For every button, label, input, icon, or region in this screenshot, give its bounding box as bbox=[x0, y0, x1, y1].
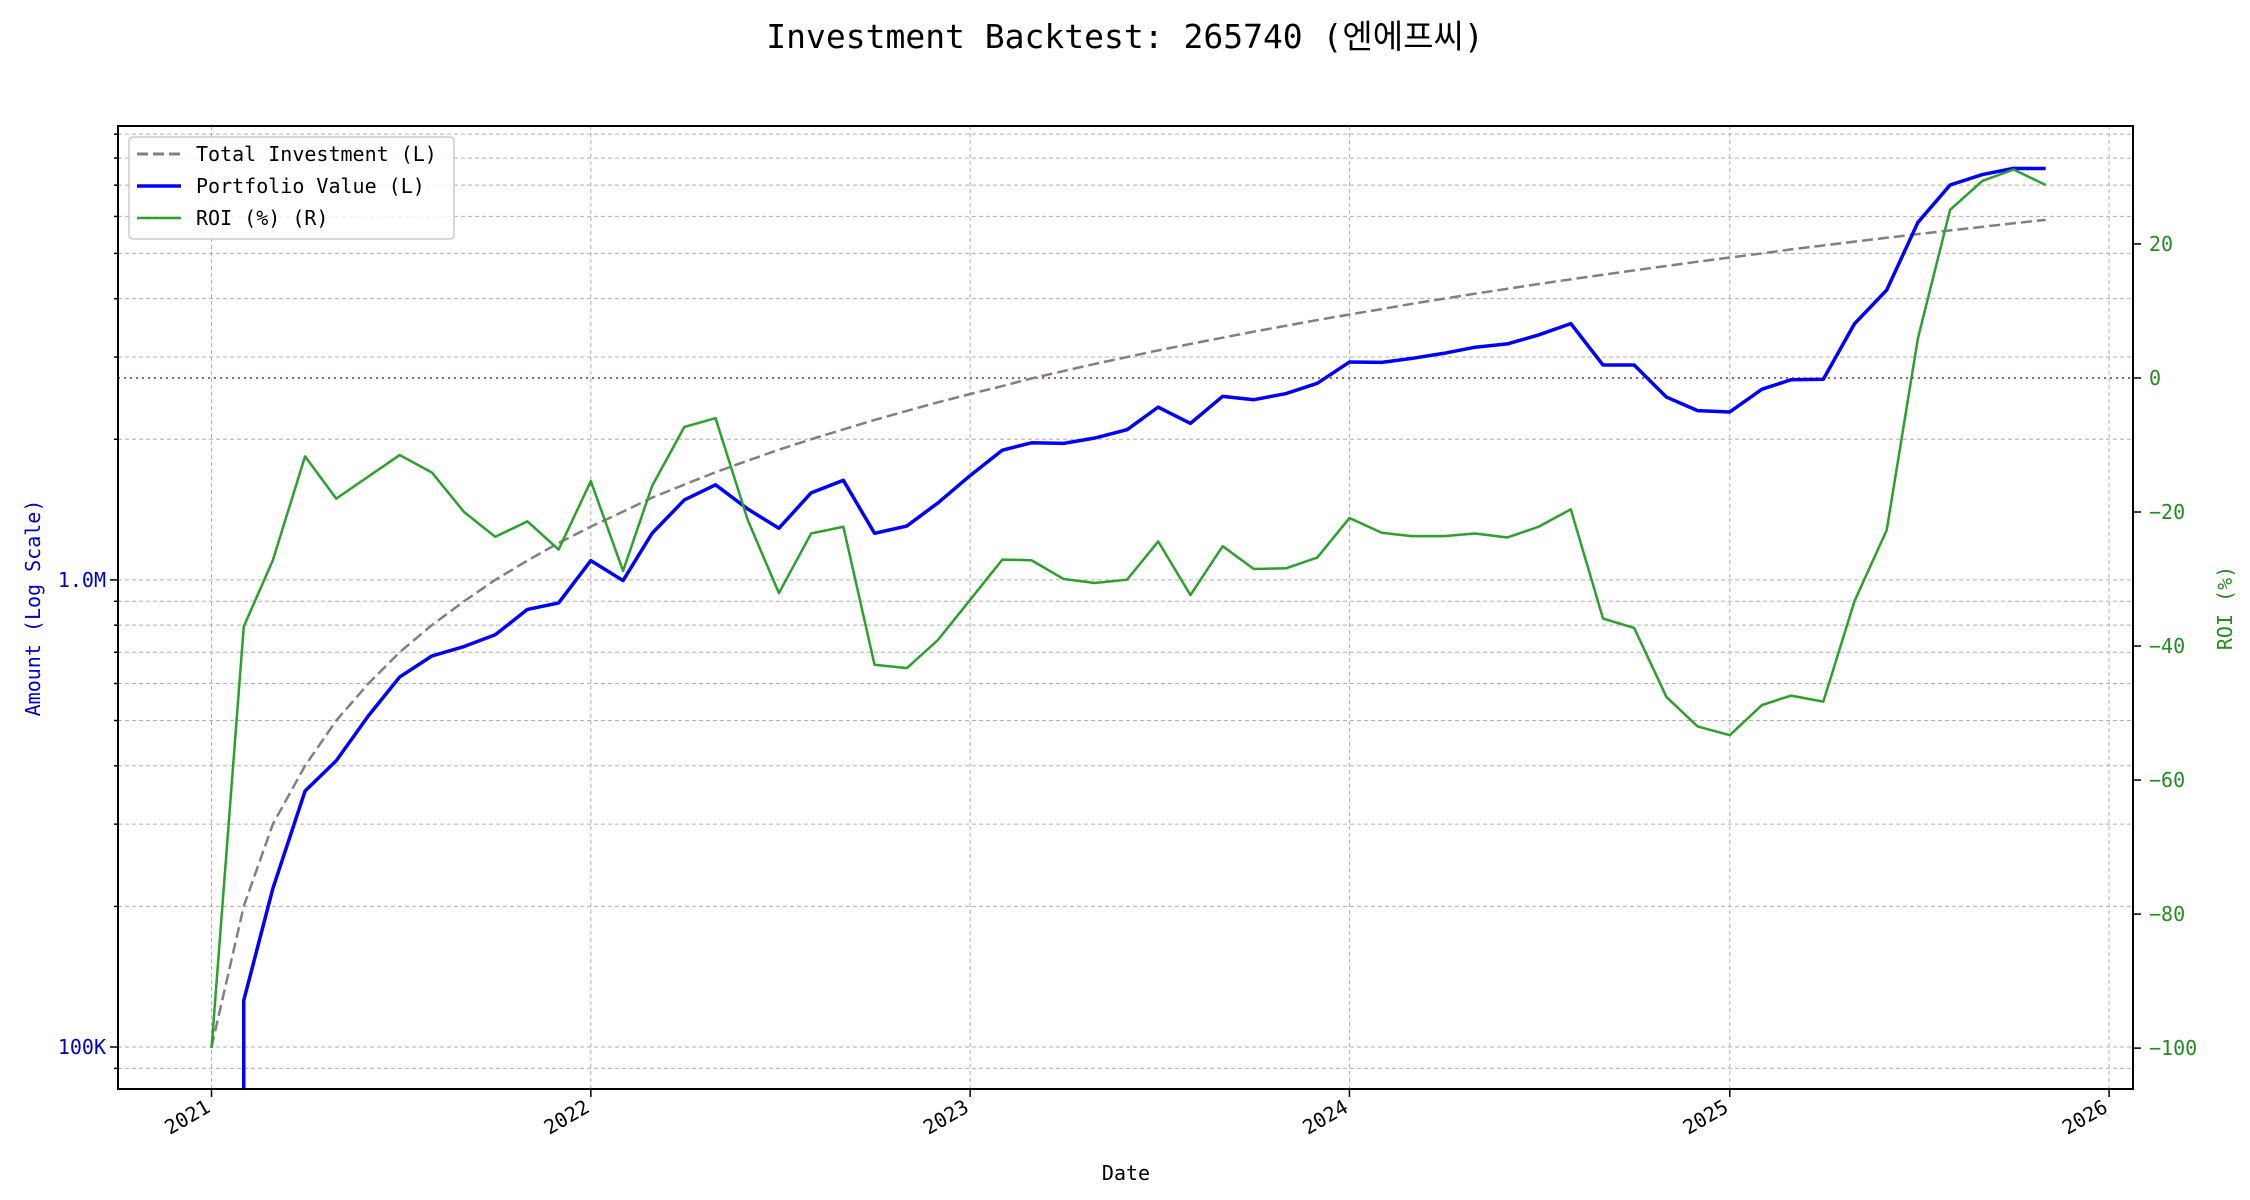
plot-frame bbox=[117, 125, 2134, 1090]
left-axis-label: Amount (Log Scale) bbox=[21, 500, 45, 717]
left-tick-label: 100K bbox=[58, 1035, 106, 1059]
legend-label-investment: Total Investment (L) bbox=[196, 142, 437, 166]
right-tick-label: −20 bbox=[2149, 500, 2185, 524]
right-tick-label: −80 bbox=[2149, 902, 2185, 926]
legend: Total Investment (L) Portfolio Value (L)… bbox=[128, 136, 455, 240]
left-tick-label: 1.0M bbox=[58, 568, 106, 592]
right-tick-label: 20 bbox=[2149, 232, 2173, 256]
right-tick-label: −100 bbox=[2149, 1036, 2197, 1060]
right-tick-label: 0 bbox=[2149, 366, 2161, 390]
right-tick-label: −40 bbox=[2149, 634, 2185, 658]
chart-title: Investment Backtest: 265740 (엔에프씨) bbox=[766, 17, 1483, 56]
series-group bbox=[118, 166, 2133, 1089]
x-axis-label: Date bbox=[1102, 1161, 1150, 1185]
legend-label-portfolio: Portfolio Value (L) bbox=[196, 174, 425, 198]
legend-label-roi: ROI (%) (R) bbox=[196, 206, 328, 230]
legend-box bbox=[128, 136, 455, 240]
right-axis-label: ROI (%) bbox=[2213, 566, 2237, 650]
total-investment-line bbox=[210, 218, 2046, 1048]
portfolio-value-line bbox=[241, 166, 2046, 1089]
roi-line bbox=[210, 168, 2047, 1049]
right-tick-label: −60 bbox=[2149, 768, 2185, 792]
